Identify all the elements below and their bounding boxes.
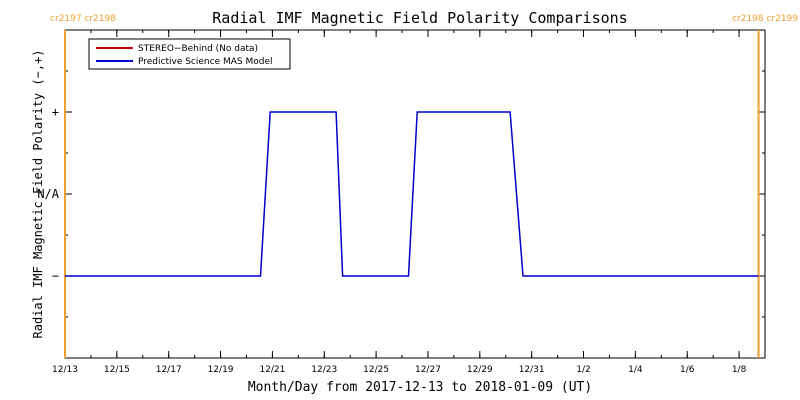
- x-tick-label: 12/25: [363, 365, 389, 375]
- x-tick-label: 12/31: [519, 365, 545, 375]
- x-tick-label: 12/21: [259, 365, 285, 375]
- carrington-marker-label: cr2198 cr2199: [732, 14, 798, 24]
- x-tick-label: 12/13: [52, 365, 78, 375]
- chart-title: Radial IMF Magnetic Field Polarity Compa…: [212, 9, 627, 27]
- legend: STEREO−Behind (No data) Predictive Scien…: [88, 38, 291, 70]
- x-tick-label: 1/2: [576, 365, 590, 375]
- y-tick-label: N/A: [37, 187, 59, 201]
- x-tick-label: 12/17: [156, 365, 182, 375]
- x-tick-label: 1/4: [628, 365, 643, 375]
- x-axis-label: Month/Day from 2017-12-13 to 2018-01-09 …: [248, 380, 592, 395]
- x-tick-label: 1/6: [680, 365, 695, 375]
- x-tick-label: 12/29: [467, 365, 493, 375]
- x-tick-label: 12/23: [311, 365, 337, 375]
- x-tick-label: 1/8: [732, 365, 747, 375]
- series-line-0: [65, 111, 759, 277]
- carrington-marker-label: cr2197 cr2198: [50, 14, 116, 24]
- x-axis: 12/13 12/15 12/17 12/19 12/21 12/23 12/25 12/27…: [52, 30, 766, 375]
- legend-label-stereo: STEREO−Behind (No data): [138, 44, 258, 54]
- x-tick-label: 12/27: [415, 365, 441, 375]
- y-tick-label: +: [52, 105, 59, 119]
- y-axis-label: Radial IMF Magnetic Field Polarity (−,+): [31, 50, 45, 339]
- x-tick-label: 12/19: [208, 365, 234, 375]
- carrington-markers: cr2197 cr2198 cr2198 cr2199: [50, 14, 798, 358]
- legend-label-mas-model: Predictive Science MAS Model: [138, 57, 273, 67]
- series-lines: [65, 111, 759, 277]
- x-tick-label: 12/15: [104, 365, 130, 375]
- legend-box: [88, 38, 291, 70]
- y-tick-label: −: [52, 269, 59, 283]
